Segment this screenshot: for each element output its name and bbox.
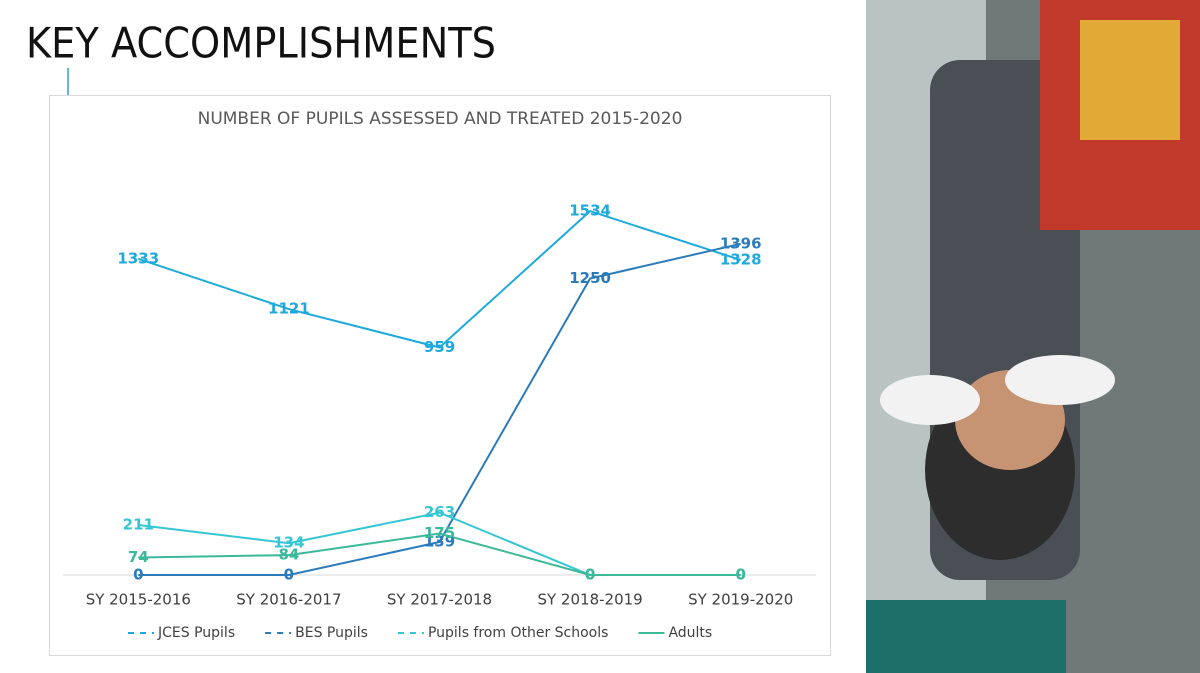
data-label: 1328 <box>720 250 762 268</box>
photo-scrubs <box>866 600 1066 673</box>
data-label: 0 <box>735 566 745 584</box>
x-tick-label: SY 2017-2018 <box>387 591 492 609</box>
photo-glove <box>880 375 980 425</box>
chart-title: NUMBER OF PUPILS ASSESSED AND TREATED 20… <box>198 109 683 129</box>
x-tick-label: SY 2016-2017 <box>236 591 341 609</box>
legend-label: Pupils from Other Schools <box>428 625 608 641</box>
data-label: 139 <box>424 533 455 551</box>
photo <box>866 0 1200 673</box>
data-label: 1333 <box>117 249 159 267</box>
plot: SY 2015-2016 SY 2016-2017 SY 2017-2018 SY 2… <box>63 202 816 641</box>
data-label: 1396 <box>720 234 762 252</box>
data-label: 134 <box>273 534 304 552</box>
data-label: 263 <box>424 503 455 521</box>
chart-frame <box>49 95 831 656</box>
data-label: 1534 <box>569 202 611 220</box>
data-label: 175 <box>424 524 455 542</box>
x-tick-label: SY 2019-2020 <box>688 591 793 609</box>
data-label: 0 <box>735 566 745 584</box>
data-label: 0 <box>133 566 143 584</box>
data-label: 0 <box>585 566 595 584</box>
data-label: 211 <box>123 515 154 533</box>
legend-label: Adults <box>668 625 712 641</box>
legend-label: BES Pupils <box>295 625 368 641</box>
series-line <box>138 242 741 576</box>
series-line <box>137 209 742 349</box>
x-tick-label: SY 2015-2016 <box>86 591 191 609</box>
photo-cap-print <box>1080 20 1180 140</box>
data-label: 84 <box>278 546 299 564</box>
x-tick-label: SY 2018-2019 <box>537 591 642 609</box>
data-label: 959 <box>424 338 455 356</box>
data-label: 1250 <box>569 269 611 287</box>
photo-glove <box>1005 355 1115 405</box>
data-label: 0 <box>284 566 294 584</box>
legend-label: JCES Pupils <box>157 625 235 641</box>
series-line <box>138 532 741 576</box>
data-label: 1121 <box>268 300 310 318</box>
slide-title: KEY ACCOMPLISHMENTS <box>26 19 496 68</box>
data-label: 74 <box>128 548 149 566</box>
data-label: 0 <box>585 566 595 584</box>
